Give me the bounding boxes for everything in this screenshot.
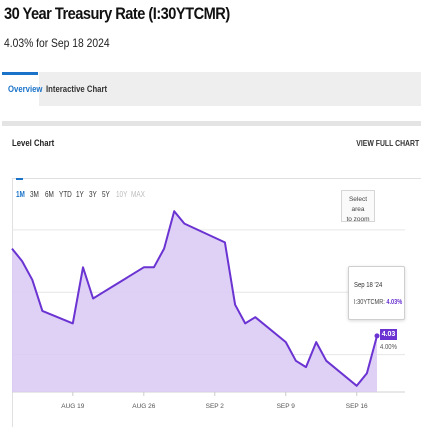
tooltip-date: Sep 18 '24 (354, 282, 383, 289)
x-tick-label-1: AUG 26 (132, 403, 156, 410)
x-tick-label-2: SEP 2 (206, 403, 225, 410)
range-active-indicator (16, 178, 23, 180)
tooltip-row: I:30YTCMR: 4.03% (354, 299, 402, 306)
range-button-1y[interactable]: 1Y (76, 190, 84, 199)
range-button-3y[interactable]: 3Y (89, 190, 97, 199)
range-button-6m[interactable]: 6M (45, 190, 54, 199)
active-tab-indicator (2, 72, 38, 75)
last-data-point (374, 333, 380, 339)
zoom-line-1: Select area (348, 196, 368, 213)
tooltip-label: I:30YTCMR: (354, 299, 385, 306)
last-value-label: 4.00% (380, 344, 397, 351)
active-tab-background (2, 72, 39, 106)
view-full-chart-link[interactable]: VIEW FULL CHART (356, 139, 419, 148)
range-button-3m[interactable]: 3M (30, 190, 39, 199)
x-tick-label-0: AUG 19 (61, 403, 85, 410)
series-area (12, 211, 377, 392)
x-tick-label-3: SEP 9 (277, 403, 296, 410)
tab-bar: Overview Interactive Chart (2, 72, 421, 106)
select-area-zoom-button[interactable]: Select area to zoom (341, 190, 375, 223)
range-button-5y[interactable]: 5Y (102, 190, 110, 199)
zoom-line-2: to zoom (346, 216, 370, 223)
page-subtitle: 4.03% for Sep 18 2024 (4, 36, 110, 50)
range-button-1m[interactable]: 1M (16, 190, 25, 199)
chart-tooltip: Sep 18 '24 I:30YTCMR: 4.03% (348, 266, 405, 320)
tab-overview[interactable]: Overview (8, 84, 43, 94)
series-line (11, 210, 378, 387)
range-button-max[interactable]: MAX (131, 190, 145, 199)
range-button-ytd[interactable]: YTD (59, 190, 72, 199)
last-value-tag: 4.03 (380, 329, 397, 340)
panel-title: Level Chart (12, 138, 55, 148)
tooltip-value: 4.03% (386, 299, 403, 306)
tab-interactive-chart[interactable]: Interactive Chart (46, 84, 108, 94)
range-button-10y[interactable]: 10Y (116, 190, 128, 199)
page-title: 30 Year Treasury Rate (I:30YTCMR) (4, 4, 230, 23)
x-tick-label-4: SEP 16 (346, 403, 368, 410)
